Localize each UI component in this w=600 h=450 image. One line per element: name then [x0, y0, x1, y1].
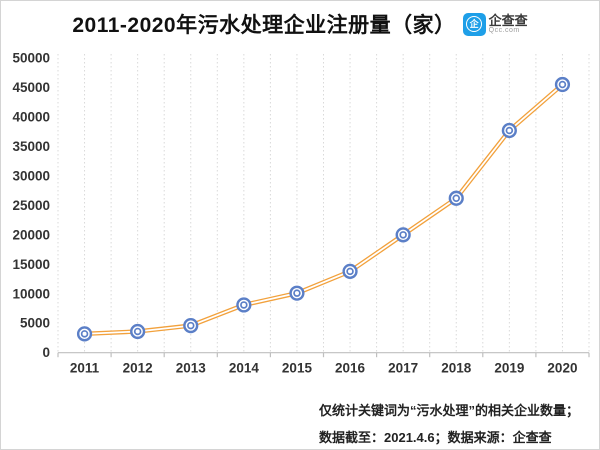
x-axis-tick-label: 2017: [388, 361, 418, 376]
y-axis-tick-label: 40000: [12, 109, 50, 124]
qcc-logo-domain: Qcc.com: [488, 27, 520, 35]
data-point-marker-inner: [80, 330, 89, 338]
data-point-marker-inner: [505, 126, 514, 135]
y-axis-tick-label: 25000: [12, 198, 50, 213]
data-point-marker-inner: [240, 301, 248, 309]
y-axis-tick-label: 50000: [12, 51, 50, 66]
note-line-1: 仅统计关键词为“污水处理”的相关企业数量；: [319, 403, 580, 418]
data-point-marker-inner: [133, 327, 142, 336]
data-point-marker-inner: [346, 267, 354, 276]
footer-notes: 仅统计关键词为“污水处理”的相关企业数量； 数据截至：2021.4.6；数据来源…: [319, 397, 580, 449]
data-point-marker-inner: [452, 194, 461, 203]
y-axis-tick-label: 35000: [12, 139, 50, 154]
chart-title: 2011-2020年污水处理企业注册量（家）: [72, 14, 456, 37]
y-axis-tick-label: 45000: [12, 80, 50, 95]
qcc-logo: 企 企查查 Qcc.com: [462, 12, 528, 36]
x-axis-tick-label: 2019: [494, 361, 524, 376]
y-axis-tick-label: 30000: [12, 168, 50, 183]
header: 2011-2020年污水处理企业注册量（家） 企 企查查 Qcc.com: [1, 1, 599, 47]
data-point-marker-inner: [293, 289, 301, 297]
x-axis-tick-label: 2016: [335, 361, 366, 376]
note-line-2: 数据截至：2021.4.6；数据来源：企查查: [319, 430, 552, 445]
qcc-logo-name: 企查查: [488, 12, 528, 28]
data-point-marker-inner: [399, 231, 407, 239]
qcc-logo-icon: 企: [462, 12, 486, 36]
series-line-outer: [82, 82, 565, 337]
y-axis-tick-label: 0: [42, 345, 50, 360]
data-point-marker-inner: [187, 321, 195, 330]
x-axis-tick-label: 2011: [70, 361, 100, 376]
x-axis-tick-label: 2020: [547, 361, 577, 376]
y-axis-tick-label: 20000: [12, 227, 50, 242]
qcc-logo-glyph: 企: [466, 16, 483, 32]
x-axis-tick-label: 2018: [441, 361, 472, 376]
series-line-core: [83, 83, 564, 335]
x-axis-tick-label: 2015: [282, 361, 313, 376]
x-axis-tick-label: 2014: [229, 361, 260, 376]
y-axis-tick-label: 10000: [12, 286, 50, 301]
data-point-marker-inner: [558, 80, 567, 89]
qcc-logo-text: 企查查 Qcc.com: [488, 12, 528, 35]
y-axis-tick-label: 5000: [20, 316, 50, 331]
line-chart: 0 5000 10000 15000 20000 25000 30000 35000 40000…: [12, 51, 590, 376]
x-axis-tick-label: 2013: [176, 361, 207, 376]
y-axis-tick-label: 15000: [12, 257, 50, 272]
x-axis-tick-label: 2012: [123, 361, 153, 376]
